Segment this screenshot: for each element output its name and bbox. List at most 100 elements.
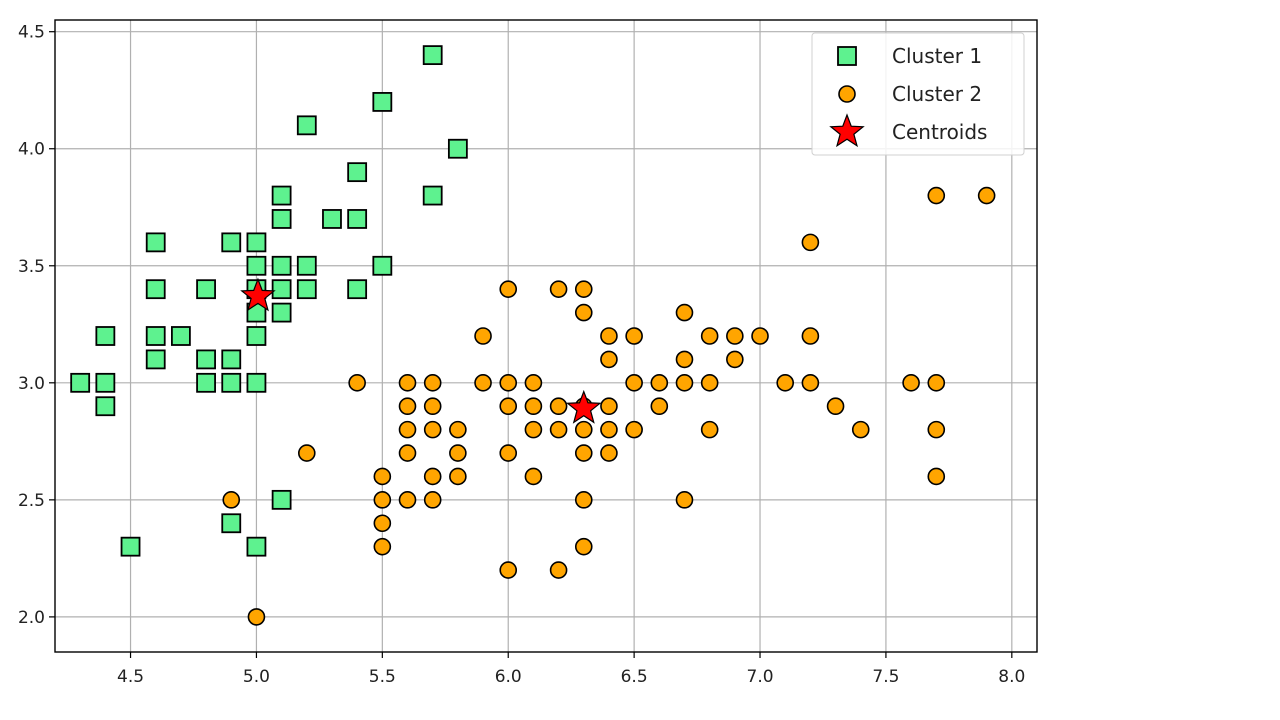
legend-marker-3 [829,113,865,148]
cluster-2-point [700,374,719,392]
cluster-1-point [120,536,141,557]
cluster-2-point [902,374,920,392]
cluster-2-point [675,303,694,322]
cluster-1-point [145,232,166,253]
cluster-2-point [524,420,543,439]
cluster-1-point [95,372,116,393]
cluster-2-point [600,444,618,462]
cluster-2-point [398,491,417,509]
cluster-2-point [373,467,392,486]
cluster-2-point [776,374,795,392]
cluster-1-point [447,138,468,159]
cluster-2-point [524,374,543,392]
cluster-2-point [675,350,694,369]
cluster-2-point [423,491,442,509]
cluster-2-point [499,444,518,462]
cluster-2-point [574,303,593,322]
cluster-2-point [549,280,568,298]
cluster-2-point [574,491,593,509]
legend-label-2: Cluster 2 [892,82,982,106]
cluster-2-point [247,608,266,626]
cluster-2-point [474,374,492,392]
legend-label-1: Cluster 1 [892,44,982,68]
cluster-2-point [297,444,316,462]
cluster-2-point [373,537,392,556]
cluster-1-point [221,349,242,370]
y-tick-label: 2.0 [18,608,45,628]
cluster-2-point [398,397,417,416]
cluster-2-point [423,467,442,486]
x-tick-label: 5.5 [369,667,396,687]
cluster-2-point [625,327,643,345]
cluster-2-point [524,467,543,486]
x-tick-label: 7.5 [872,667,899,687]
cluster-2-point [600,420,618,439]
cluster-1-point [372,92,393,112]
cluster-1-point [246,232,267,253]
centroid-point [240,277,276,312]
cluster-1-point [145,279,166,300]
cluster-2-point [499,397,518,416]
cluster-2-point [927,374,946,392]
cluster-2-point [398,420,417,439]
cluster-2-point [499,561,518,579]
cluster-2-point [801,233,820,252]
cluster-2-point [574,444,593,462]
cluster-2-point [348,374,366,392]
cluster-2-point [700,327,719,345]
y-tick-label: 4.5 [18,23,45,43]
legend-marker-1 [837,46,857,66]
cluster-1-point [296,279,317,300]
cluster-1-point [271,185,292,206]
cluster-1-point [196,349,216,370]
cluster-1-point [296,115,317,136]
cluster-1-point [322,209,342,229]
cluster-1-point [271,489,292,510]
legend: Cluster 1 Cluster 2 Centroids [811,32,1025,156]
cluster-2-point [927,186,946,205]
cluster-2-point [600,327,618,345]
cluster-2-point [650,397,669,416]
cluster-1-point [95,396,116,417]
cluster-1-point [221,513,242,534]
series-3 [240,277,602,424]
cluster-2-point [801,374,820,392]
cluster-2-point [423,420,442,439]
cluster-1-point [372,255,393,276]
cluster-2-point [449,444,467,462]
cluster-2-point [700,420,719,439]
cluster-2-point [726,350,744,369]
cluster-2-point [474,327,492,345]
cluster-2-point [751,327,769,345]
series-2 [222,186,996,626]
cluster-1-point [246,536,267,557]
cluster-1-point [246,326,267,346]
cluster-1-point [296,255,317,276]
cluster-2-point [625,374,643,392]
cluster-1-point [347,162,368,183]
centroid-point [565,389,602,424]
legend-label-3: Centroids [892,120,987,144]
cluster-2-point [826,397,845,416]
cluster-1-point [347,209,368,229]
cluster-2-point [600,397,618,416]
y-tick-label: 2.5 [18,491,45,511]
legend-marker-2 [838,85,856,103]
cluster-2-point [398,374,417,392]
cluster-2-point [927,467,946,486]
cluster-2-point [449,420,467,439]
cluster-2-point [499,280,518,298]
x-tick-label: 5.0 [243,667,270,687]
y-tick-label: 3.0 [18,374,45,394]
cluster-2-point [373,491,392,509]
cluster-2-point [600,350,618,369]
cluster-2-point [549,397,568,416]
cluster-1-point [145,349,166,370]
cluster-2-point [650,374,669,392]
y-tick-label: 4.0 [18,140,45,160]
cluster-2-point [222,491,241,509]
cluster-1-point [70,372,91,393]
cluster-1-point [196,372,216,393]
